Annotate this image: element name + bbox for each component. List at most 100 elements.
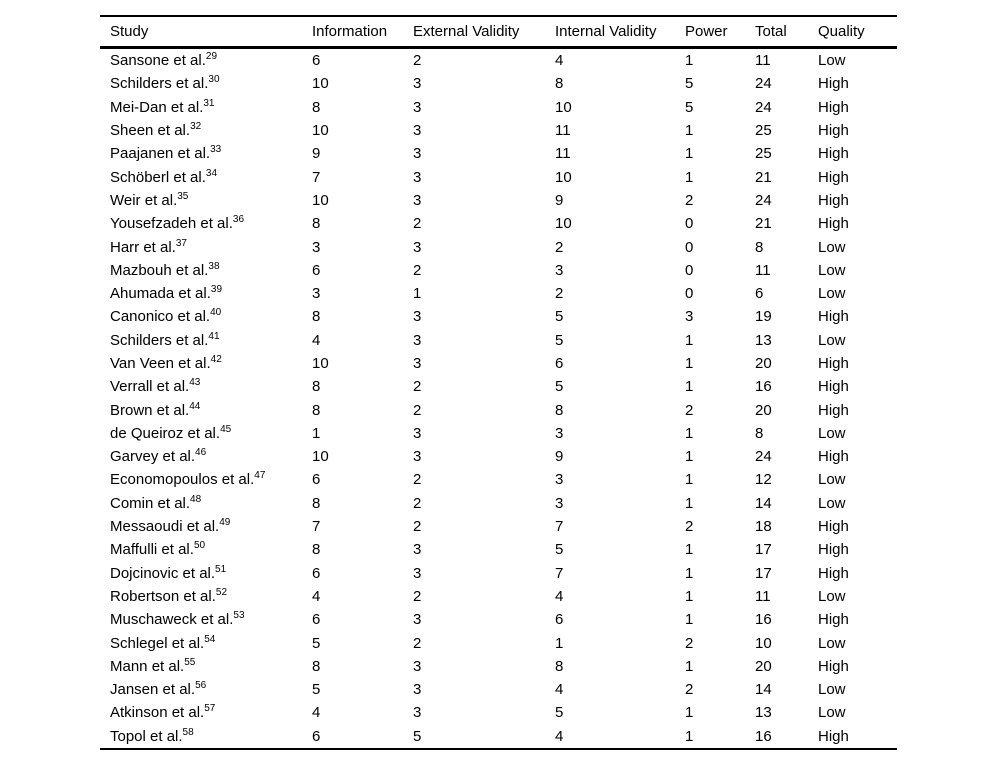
information-cell: 7: [312, 168, 321, 186]
table-row: Muschaweck et al.53 6 3 6 1 16 High: [100, 608, 897, 631]
study-cell: Paajanen et al.33: [100, 142, 312, 165]
total-cell: 16: [755, 727, 772, 745]
quality-cell: Low: [818, 587, 846, 605]
internal-validity-cell: 3: [555, 471, 564, 489]
external-validity-cell: 2: [413, 587, 422, 605]
power-cell: 0: [685, 285, 694, 303]
quality-cell: High: [818, 98, 849, 116]
study-cell: Schilders et al.30: [100, 72, 312, 95]
external-validity-cell: 2: [413, 261, 422, 279]
quality-cell: High: [818, 215, 849, 233]
external-validity-cell: 1: [413, 285, 422, 303]
internal-validity-cell: 10: [555, 215, 572, 233]
power-cell: 1: [685, 331, 694, 349]
total-cell: 17: [755, 541, 772, 559]
information-cell: 7: [312, 518, 321, 536]
external-validity-cell: 3: [413, 704, 422, 722]
power-cell: 3: [685, 308, 694, 326]
reference-superscript: 30: [208, 74, 220, 86]
reference-superscript: 32: [190, 121, 202, 133]
external-validity-cell: 3: [413, 681, 422, 699]
table-row: Sansone et al.29 6 2 4 1 11 Low: [100, 48, 897, 73]
study-name: Jansen et al.: [110, 681, 196, 699]
study-cell: Schlegel et al.54: [100, 631, 312, 654]
information-cell: 8: [312, 541, 321, 559]
reference-superscript: 35: [177, 190, 189, 202]
quality-cell: Low: [818, 331, 846, 349]
external-validity-cell: 3: [413, 308, 422, 326]
study-name: Van Veen et al.: [110, 355, 211, 372]
power-cell: 1: [685, 122, 694, 140]
study-name: Schilders et al.: [110, 331, 209, 349]
external-validity-cell: 3: [413, 168, 422, 186]
study-cell: Dojcinovic et al.51: [100, 562, 312, 585]
quality-cell: High: [818, 355, 849, 372]
table-row: Verrall et al.43 8 2 5 1 16 High: [100, 375, 897, 398]
quality-cell: High: [818, 518, 849, 536]
quality-cell: High: [818, 448, 849, 466]
study-name: Muschaweck et al.: [110, 611, 234, 629]
internal-validity-cell: 10: [555, 98, 572, 116]
power-cell: 2: [685, 634, 694, 652]
total-cell: 20: [755, 355, 772, 372]
column-header-quality: Quality: [818, 16, 897, 49]
study-name: Garvey et al.: [110, 448, 196, 466]
total-cell: 11: [755, 52, 771, 70]
reference-superscript: 51: [215, 563, 227, 575]
external-validity-cell: 3: [413, 145, 422, 163]
total-cell: 25: [755, 122, 772, 140]
internal-validity-cell: 1: [555, 634, 564, 652]
external-validity-cell: 3: [413, 424, 422, 442]
study-name: Maffulli et al.: [110, 541, 194, 559]
internal-validity-cell: 2: [555, 285, 564, 303]
information-cell: 10: [312, 122, 329, 140]
table-row: Canonico et al.40 8 3 5 3 19 High: [100, 305, 897, 328]
quality-cell: High: [818, 191, 849, 209]
total-cell: 13: [755, 331, 772, 349]
external-validity-cell: 3: [413, 541, 422, 559]
external-validity-cell: 2: [413, 215, 422, 233]
information-cell: 9: [312, 145, 321, 163]
reference-superscript: 47: [254, 470, 266, 482]
quality-cell: Low: [818, 681, 846, 699]
information-cell: 8: [312, 98, 321, 116]
total-cell: 12: [755, 471, 772, 489]
total-cell: 24: [755, 448, 772, 466]
internal-validity-cell: 6: [555, 611, 564, 629]
study-cell: Atkinson et al.57: [100, 701, 312, 724]
total-cell: 6: [755, 285, 764, 303]
internal-validity-cell: 4: [555, 681, 564, 699]
internal-validity-cell: 11: [555, 145, 571, 163]
table-row: Schilders et al.30 10 3 8 5 24 High: [100, 72, 897, 95]
quality-cell: High: [818, 657, 849, 675]
internal-validity-cell: 5: [555, 704, 564, 722]
study-name: de Queiroz et al.: [110, 424, 221, 442]
information-cell: 8: [312, 657, 321, 675]
total-cell: 14: [755, 681, 772, 699]
study-cell: Ahumada et al.39: [100, 282, 312, 305]
information-cell: 5: [312, 681, 321, 699]
total-cell: 14: [755, 494, 772, 512]
study-name: Economopoulos et al.: [110, 471, 255, 489]
table-body: Sansone et al.29 6 2 4 1 11 Low Schilder…: [100, 48, 897, 749]
internal-validity-cell: 3: [555, 424, 564, 442]
reference-superscript: 41: [208, 330, 220, 342]
information-cell: 6: [312, 611, 321, 629]
reference-superscript: 45: [220, 423, 232, 435]
study-cell: Harr et al.37: [100, 235, 312, 258]
external-validity-cell: 2: [413, 471, 422, 489]
power-cell: 2: [685, 191, 694, 209]
study-cell: Brown et al.44: [100, 398, 312, 421]
external-validity-cell: 5: [413, 727, 422, 745]
total-cell: 16: [755, 611, 772, 629]
table-row: Atkinson et al.57 4 3 5 1 13 Low: [100, 701, 897, 724]
quality-cell: High: [818, 145, 849, 163]
table-row: Messaoudi et al.49 7 2 7 2 18 High: [100, 515, 897, 538]
total-cell: 24: [755, 98, 772, 116]
study-cell: de Queiroz et al.45: [100, 422, 312, 445]
quality-cell: Low: [818, 704, 846, 722]
power-cell: 1: [685, 727, 694, 745]
table-row: Schlegel et al.54 5 2 1 2 10 Low: [100, 631, 897, 654]
power-cell: 2: [685, 681, 694, 699]
reference-superscript: 29: [205, 51, 218, 63]
